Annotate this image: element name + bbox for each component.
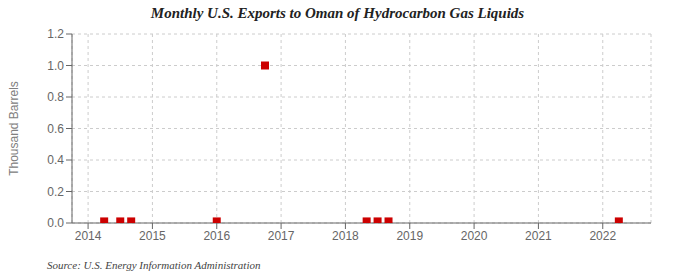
svg-text:2014: 2014	[75, 229, 102, 243]
svg-text:2019: 2019	[396, 229, 423, 243]
html-text:Source: U.S. Energy Informatio: Source: U.S. Energy Information Administ…	[47, 259, 261, 271]
svg-text:0.4: 0.4	[47, 153, 64, 167]
svg-text:0.0: 0.0	[47, 216, 64, 230]
svg-text:1.0: 1.0	[47, 59, 64, 73]
html-text:Monthly U.S. Exports to Oman o: Monthly U.S. Exports to Oman of Hydrocar…	[150, 5, 525, 21]
svg-text:0.8: 0.8	[47, 90, 64, 104]
svg-text:Thousand Barrels: Thousand Barrels	[8, 81, 21, 176]
svg-text:0.2: 0.2	[47, 185, 64, 199]
svg-text:2015: 2015	[139, 229, 166, 243]
svg-text:2016: 2016	[203, 229, 230, 243]
svg-text:2018: 2018	[332, 229, 359, 243]
svg-text:2022: 2022	[589, 229, 616, 243]
svg-text:1.2: 1.2	[47, 27, 64, 41]
svg-text:2020: 2020	[461, 229, 488, 243]
svg-text:2021: 2021	[525, 229, 552, 243]
svg-text:0.6: 0.6	[47, 122, 64, 136]
svg-text:2017: 2017	[268, 229, 295, 243]
